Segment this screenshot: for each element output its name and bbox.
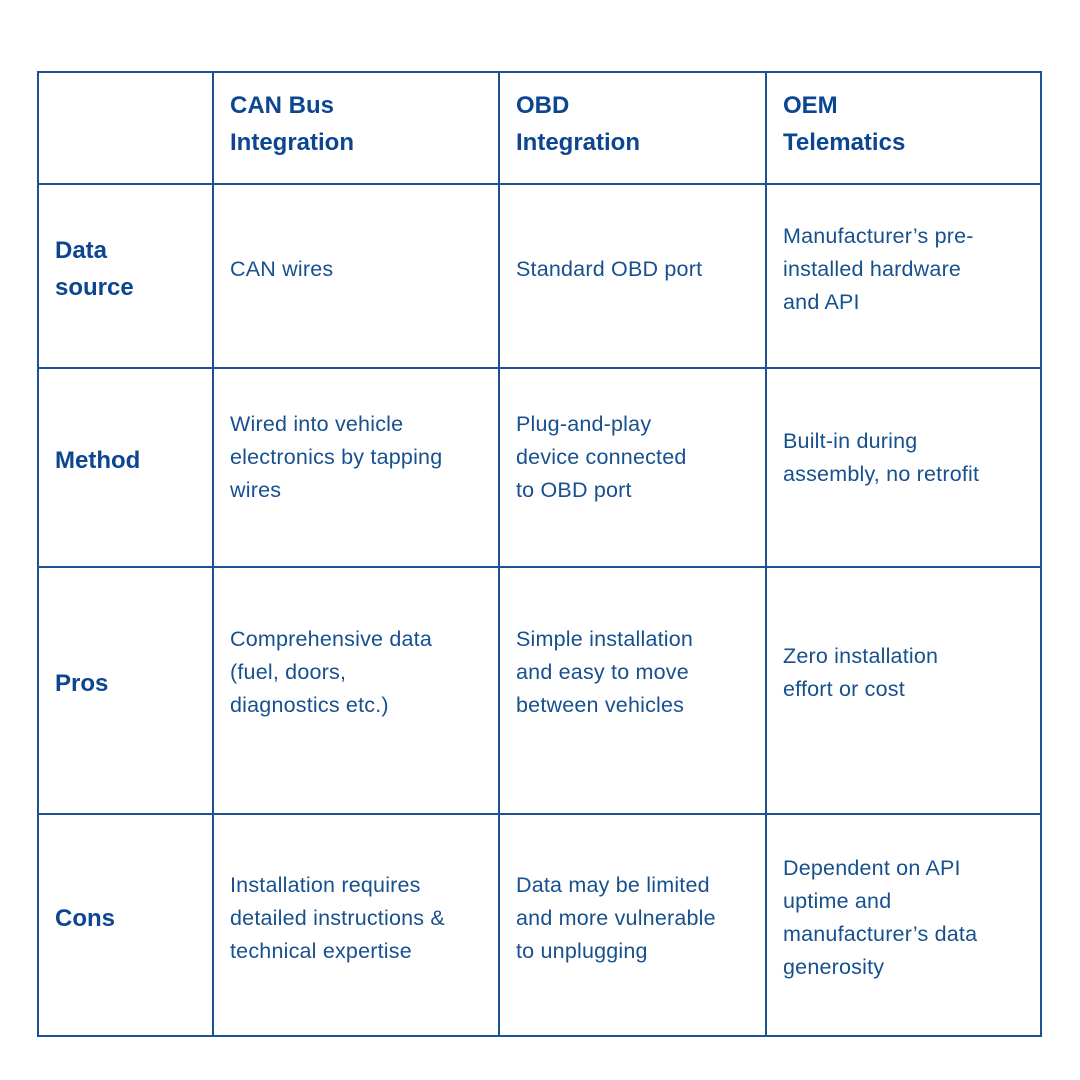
cell-line: and more vulnerable xyxy=(516,905,716,930)
cell-line: Manufacturer’s pre- xyxy=(783,223,974,248)
cell-line: between vehicles xyxy=(516,693,685,717)
table-row: Cons Installation requires detailed inst… xyxy=(37,813,1042,1037)
cell-line: detailed instructions & xyxy=(230,905,445,930)
table-row: Data source CAN wires Standard OBD port … xyxy=(37,183,1042,369)
row-label-method: Method xyxy=(37,367,214,568)
cell-line: manufacturer’s data xyxy=(783,922,978,946)
cell-line: Installation requires xyxy=(230,872,421,897)
cell-line: and easy to move xyxy=(516,660,689,684)
cell-line: device connected xyxy=(516,445,687,469)
cell-line: Data may be limited xyxy=(516,872,710,897)
row-label-line: Method xyxy=(55,447,141,474)
table-row: Method Wired into vehicle electronics by… xyxy=(37,367,1042,568)
cell-line: technical expertise xyxy=(230,938,412,963)
cell-line: CAN wires xyxy=(230,256,334,281)
cell-line: to unplugging xyxy=(516,938,648,963)
table-cell: Simple installation and easy to move bet… xyxy=(498,566,767,815)
header-corner-cell xyxy=(37,71,214,185)
table-cell: Installation requires detailed instructi… xyxy=(212,813,500,1037)
cell-line: Simple installation xyxy=(516,627,694,651)
table-cell: Manufacturer’s pre- installed hardware a… xyxy=(765,183,1042,369)
row-label-line: Pros xyxy=(55,670,109,697)
cell-line: uptime and xyxy=(783,889,892,913)
cell-line: and API xyxy=(783,289,860,314)
header-line: OBD xyxy=(516,92,570,119)
cell-line: (fuel, doors, xyxy=(230,660,347,684)
cell-line: diagnostics etc.) xyxy=(230,693,389,717)
row-label-cons: Cons xyxy=(37,813,214,1037)
cell-line: Wired into vehicle xyxy=(230,412,404,436)
header-line: Integration xyxy=(516,129,640,156)
table-cell: Built-in during assembly, no retrofit xyxy=(765,367,1042,568)
row-label-data-source: Data source xyxy=(37,183,214,369)
table-row: Pros Comprehensive data (fuel, doors, di… xyxy=(37,566,1042,815)
header-can-bus: CAN Bus Integration xyxy=(212,71,500,185)
header-obd: OBD Integration xyxy=(498,71,767,185)
cell-line: electronics by tapping xyxy=(230,445,443,469)
table-cell: Plug-and-play device connected to OBD po… xyxy=(498,367,767,568)
cell-line: installed hardware xyxy=(783,256,962,281)
cell-line: Standard OBD port xyxy=(516,256,703,281)
cell-line: Dependent on API xyxy=(783,856,961,880)
cell-line: assembly, no retrofit xyxy=(783,461,980,486)
cell-line: Built-in during xyxy=(783,428,918,453)
table-cell: Standard OBD port xyxy=(498,183,767,369)
table-cell: Dependent on API uptime and manufacturer… xyxy=(765,813,1042,1037)
header-row: CAN Bus Integration OBD Integration OEM … xyxy=(37,71,1042,185)
comparison-table: CAN Bus Integration OBD Integration OEM … xyxy=(37,71,1042,1037)
table-cell: Wired into vehicle electronics by tappin… xyxy=(212,367,500,568)
row-label-pros: Pros xyxy=(37,566,214,815)
cell-line: wires xyxy=(230,478,282,502)
cell-line: Zero installation xyxy=(783,643,939,668)
cell-line: to OBD port xyxy=(516,478,632,502)
row-label-line: Cons xyxy=(55,904,115,932)
header-line: Telematics xyxy=(783,129,906,156)
header-line: Integration xyxy=(230,129,354,156)
table-cell: Data may be limited and more vulnerable … xyxy=(498,813,767,1037)
table-cell: Comprehensive data (fuel, doors, diagnos… xyxy=(212,566,500,815)
table-cell: Zero installation effort or cost xyxy=(765,566,1042,815)
cell-line: Comprehensive data xyxy=(230,627,432,651)
table-cell: CAN wires xyxy=(212,183,500,369)
row-label-line: source xyxy=(55,274,134,301)
cell-line: Plug-and-play xyxy=(516,412,652,436)
header-oem: OEM Telematics xyxy=(765,71,1042,185)
cell-line: effort or cost xyxy=(783,676,905,701)
row-label-line: Data xyxy=(55,237,108,264)
header-line: CAN Bus xyxy=(230,92,335,119)
header-line: OEM xyxy=(783,92,838,119)
cell-line: generosity xyxy=(783,955,885,979)
